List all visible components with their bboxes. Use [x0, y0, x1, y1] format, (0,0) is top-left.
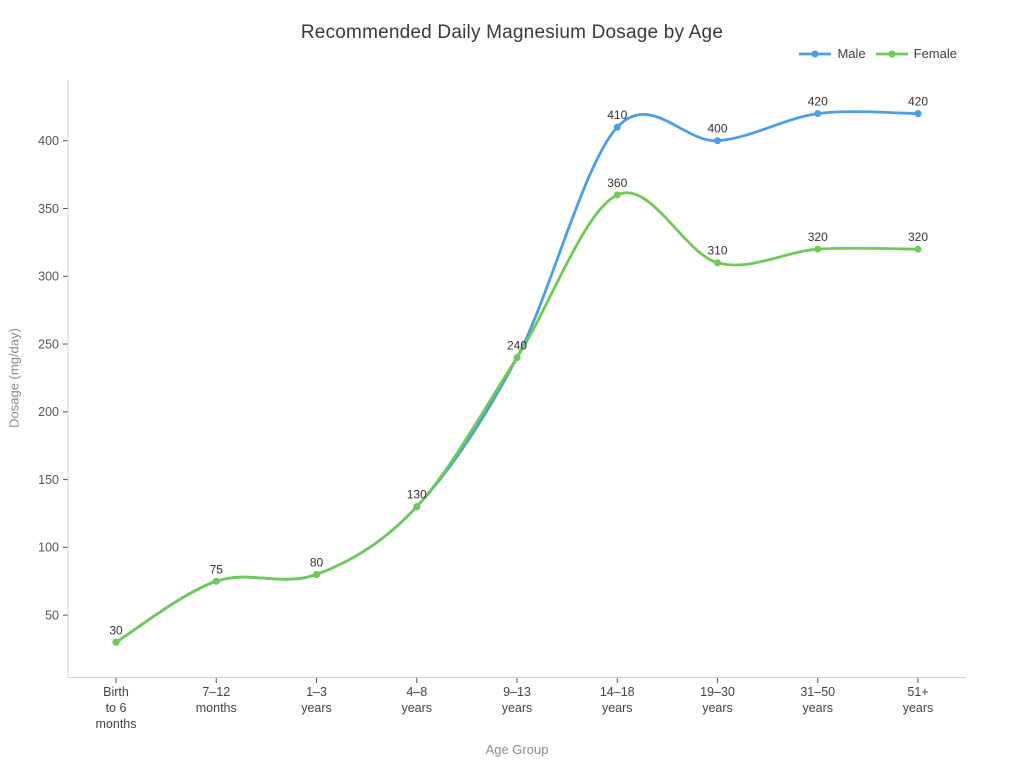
- data-label-female-0: 30: [109, 623, 123, 637]
- legend-label: Male: [837, 46, 866, 61]
- data-point-female-7: [814, 245, 822, 253]
- series-line-male: [114, 110, 920, 644]
- legend-dot-icon: [888, 50, 896, 57]
- x-tick-label-line: 9–13: [503, 685, 531, 699]
- data-label-female-6: 310: [707, 244, 727, 258]
- x-tick-label: 7–12 months: [196, 685, 237, 715]
- y-tick-label: 150: [38, 473, 59, 487]
- data-point-male-8: [914, 110, 922, 118]
- x-tick-label-line: months: [196, 701, 237, 715]
- data-point-female-0: [112, 638, 120, 646]
- x-tick-label: 9–13 years: [502, 685, 533, 715]
- chart-title: Recommended Daily Magnesium Dosage by Ag…: [300, 22, 724, 43]
- x-axis-title: Age Group: [485, 742, 549, 757]
- legend-dot-icon: [811, 50, 819, 57]
- chart-legend: Male Female: [799, 46, 957, 61]
- x-tick-label-line: years: [702, 701, 733, 715]
- data-label-female-8: 320: [908, 230, 928, 244]
- data-point-female-5: [613, 191, 621, 199]
- legend-swatch-female: [875, 50, 908, 57]
- y-tick-label: 400: [38, 134, 59, 148]
- x-tick-label: 19–30 years: [700, 685, 735, 715]
- x-tick-label-line: 31–50: [800, 685, 835, 699]
- x-tick-label-line: years: [401, 701, 432, 715]
- x-tick-label-line: years: [502, 701, 533, 715]
- x-tick-label-line: to 6: [106, 701, 127, 715]
- data-point-female-8: [914, 245, 922, 253]
- data-point-male-7: [814, 110, 822, 118]
- x-tick-label-line: 19–30: [700, 685, 735, 699]
- x-tick-label-line: years: [602, 701, 633, 715]
- x-tick-label-line: years: [802, 701, 833, 715]
- data-label-female-1: 75: [210, 562, 224, 576]
- x-tick-label: Birth to 6 months: [96, 685, 137, 731]
- data-label-male-5: 410: [607, 108, 627, 122]
- legend-item-female[interactable]: Female: [875, 46, 957, 61]
- y-tick-label: 100: [38, 541, 59, 555]
- x-tick-label-line: 4–8: [406, 685, 427, 699]
- x-tick-label-line: 14–18: [600, 685, 635, 699]
- x-tick-label-line: years: [903, 701, 934, 715]
- data-label-female-2: 80: [310, 555, 324, 569]
- legend-swatch-male: [799, 50, 832, 57]
- data-point-female-6: [714, 259, 721, 267]
- x-tick-label: 14–18 years: [600, 685, 635, 715]
- series-line-female: [114, 191, 920, 644]
- x-tick-label: 31–50 years: [800, 685, 835, 715]
- data-label-male-7: 420: [808, 95, 828, 109]
- x-tick-label-line: 51+: [907, 685, 928, 699]
- data-point-female-2: [313, 570, 320, 578]
- data-label-female-7: 320: [808, 230, 828, 244]
- data-point-female-1: [212, 577, 220, 585]
- y-tick-label: 250: [38, 337, 59, 351]
- data-point-female-4: [513, 354, 521, 362]
- x-tick-label: 51+ years: [903, 685, 934, 715]
- x-tick-label-line: months: [96, 717, 137, 731]
- x-tick-label: 1–3 years: [301, 685, 332, 715]
- data-label-female-3: 130: [407, 488, 427, 502]
- data-label-female-5: 360: [607, 176, 627, 190]
- x-tick-label-line: 7–12: [202, 685, 230, 699]
- y-tick-label: 50: [45, 608, 59, 622]
- data-point-male-5: [613, 123, 621, 131]
- x-tick-label-line: years: [301, 701, 332, 715]
- x-tick-label: 4–8 years: [401, 685, 432, 715]
- legend-item-male[interactable]: Male: [799, 46, 866, 61]
- data-label-male-8: 420: [908, 95, 928, 109]
- x-tick-label-line: Birth: [103, 685, 129, 699]
- data-point-female-3: [413, 503, 421, 511]
- y-tick-label: 350: [38, 202, 59, 216]
- y-tick-label: 300: [38, 270, 59, 284]
- x-tick-label-line: 1–3: [306, 685, 327, 699]
- data-label-female-4: 240: [507, 339, 527, 353]
- legend-label: Female: [913, 46, 957, 61]
- y-tick-label: 200: [38, 405, 59, 419]
- data-label-male-6: 400: [707, 122, 727, 136]
- data-point-male-6: [714, 137, 721, 145]
